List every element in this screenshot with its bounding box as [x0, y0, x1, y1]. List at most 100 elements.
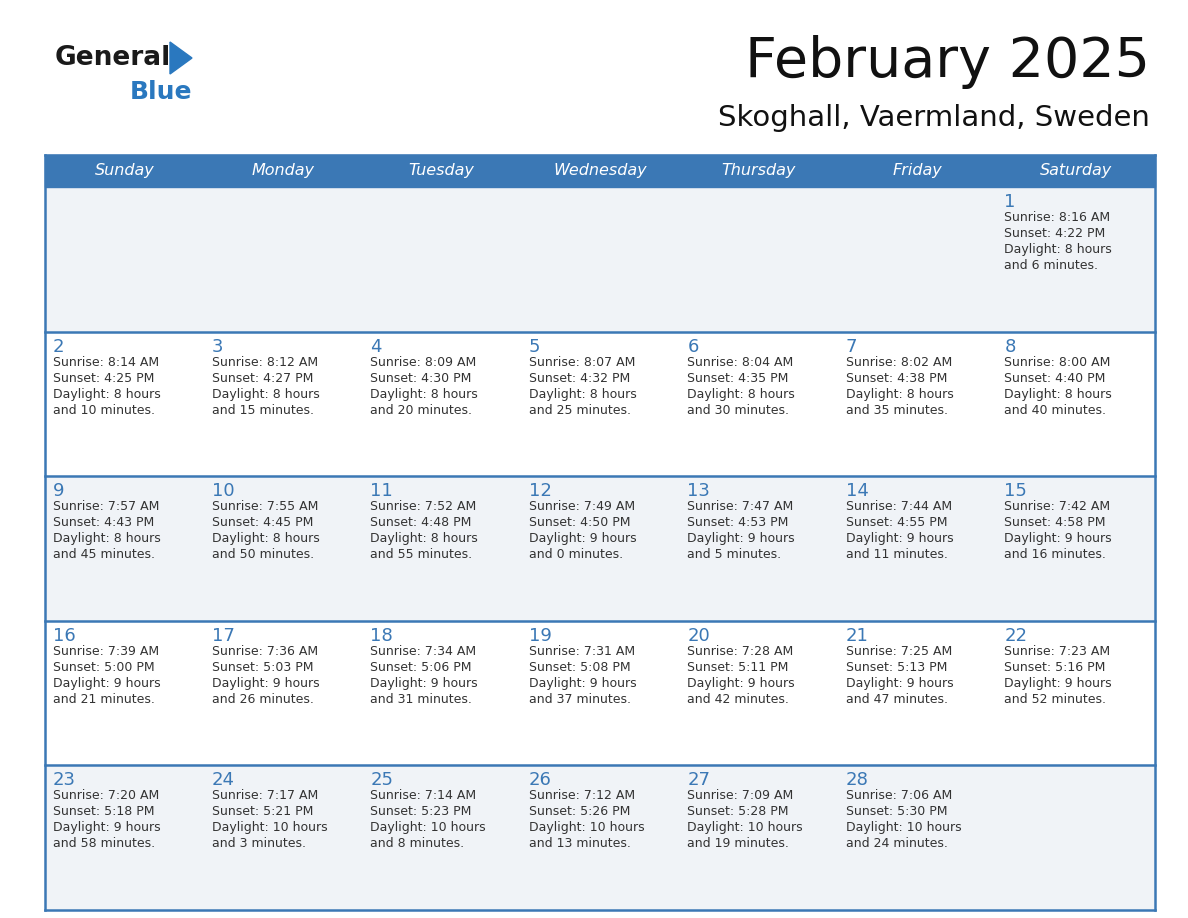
- Text: Daylight: 9 hours: Daylight: 9 hours: [1004, 677, 1112, 689]
- Text: Daylight: 9 hours: Daylight: 9 hours: [846, 677, 954, 689]
- Text: Sunrise: 7:31 AM: Sunrise: 7:31 AM: [529, 644, 634, 658]
- Text: Daylight: 8 hours: Daylight: 8 hours: [53, 387, 160, 400]
- Text: Daylight: 8 hours: Daylight: 8 hours: [1004, 243, 1112, 256]
- Text: Sunset: 5:06 PM: Sunset: 5:06 PM: [371, 661, 472, 674]
- Text: Sunset: 5:16 PM: Sunset: 5:16 PM: [1004, 661, 1106, 674]
- Text: Sunrise: 7:12 AM: Sunrise: 7:12 AM: [529, 789, 634, 802]
- Text: Sunset: 5:28 PM: Sunset: 5:28 PM: [688, 805, 789, 819]
- Text: General: General: [55, 45, 171, 71]
- Text: Friday: Friday: [892, 163, 942, 178]
- Text: Daylight: 9 hours: Daylight: 9 hours: [688, 532, 795, 545]
- Text: Sunset: 4:30 PM: Sunset: 4:30 PM: [371, 372, 472, 385]
- Text: 25: 25: [371, 771, 393, 789]
- Text: Sunrise: 7:17 AM: Sunrise: 7:17 AM: [211, 789, 318, 802]
- Text: Daylight: 9 hours: Daylight: 9 hours: [211, 677, 320, 689]
- Text: Daylight: 9 hours: Daylight: 9 hours: [529, 677, 637, 689]
- Text: 19: 19: [529, 627, 551, 644]
- Text: 5: 5: [529, 338, 541, 355]
- Text: and 20 minutes.: and 20 minutes.: [371, 404, 472, 417]
- Text: Skoghall, Vaermland, Sweden: Skoghall, Vaermland, Sweden: [718, 104, 1150, 132]
- Text: Daylight: 8 hours: Daylight: 8 hours: [371, 532, 478, 545]
- Text: 13: 13: [688, 482, 710, 500]
- Text: Sunset: 5:21 PM: Sunset: 5:21 PM: [211, 805, 312, 819]
- Text: Sunrise: 8:12 AM: Sunrise: 8:12 AM: [211, 355, 317, 369]
- Text: and 16 minutes.: and 16 minutes.: [1004, 548, 1106, 561]
- Text: Sunset: 4:32 PM: Sunset: 4:32 PM: [529, 372, 630, 385]
- Text: 28: 28: [846, 771, 868, 789]
- Text: Sunrise: 7:39 AM: Sunrise: 7:39 AM: [53, 644, 159, 658]
- Text: Sunset: 4:25 PM: Sunset: 4:25 PM: [53, 372, 154, 385]
- Text: and 5 minutes.: and 5 minutes.: [688, 548, 782, 561]
- Text: Sunset: 4:43 PM: Sunset: 4:43 PM: [53, 516, 154, 529]
- Bar: [45, 331, 1155, 476]
- Text: Tuesday: Tuesday: [409, 163, 474, 178]
- Text: and 52 minutes.: and 52 minutes.: [1004, 693, 1106, 706]
- Text: Sunset: 5:03 PM: Sunset: 5:03 PM: [211, 661, 314, 674]
- Text: and 15 minutes.: and 15 minutes.: [211, 404, 314, 417]
- Text: 14: 14: [846, 482, 868, 500]
- Text: Sunrise: 7:57 AM: Sunrise: 7:57 AM: [53, 500, 159, 513]
- Text: Sunset: 5:08 PM: Sunset: 5:08 PM: [529, 661, 631, 674]
- Text: Daylight: 9 hours: Daylight: 9 hours: [846, 532, 954, 545]
- Text: Sunset: 4:27 PM: Sunset: 4:27 PM: [211, 372, 312, 385]
- Text: Sunset: 5:00 PM: Sunset: 5:00 PM: [53, 661, 154, 674]
- Text: and 3 minutes.: and 3 minutes.: [211, 837, 305, 850]
- Bar: [45, 155, 1155, 187]
- Text: and 11 minutes.: and 11 minutes.: [846, 548, 948, 561]
- Text: Sunrise: 7:09 AM: Sunrise: 7:09 AM: [688, 789, 794, 802]
- Text: Daylight: 9 hours: Daylight: 9 hours: [529, 532, 637, 545]
- Text: 23: 23: [53, 771, 76, 789]
- Text: and 50 minutes.: and 50 minutes.: [211, 548, 314, 561]
- Text: Daylight: 8 hours: Daylight: 8 hours: [53, 532, 160, 545]
- Text: Sunrise: 7:49 AM: Sunrise: 7:49 AM: [529, 500, 634, 513]
- Text: Wednesday: Wednesday: [554, 163, 646, 178]
- Text: Sunrise: 8:16 AM: Sunrise: 8:16 AM: [1004, 211, 1111, 224]
- Text: and 30 minutes.: and 30 minutes.: [688, 404, 789, 417]
- Text: Sunrise: 7:55 AM: Sunrise: 7:55 AM: [211, 500, 318, 513]
- Text: Daylight: 9 hours: Daylight: 9 hours: [53, 677, 160, 689]
- Text: 6: 6: [688, 338, 699, 355]
- Text: and 21 minutes.: and 21 minutes.: [53, 693, 154, 706]
- Text: Daylight: 8 hours: Daylight: 8 hours: [529, 387, 637, 400]
- Text: Sunset: 4:38 PM: Sunset: 4:38 PM: [846, 372, 947, 385]
- Text: Sunrise: 7:34 AM: Sunrise: 7:34 AM: [371, 644, 476, 658]
- Text: and 45 minutes.: and 45 minutes.: [53, 548, 154, 561]
- Text: and 58 minutes.: and 58 minutes.: [53, 837, 156, 850]
- Text: and 25 minutes.: and 25 minutes.: [529, 404, 631, 417]
- Text: Sunrise: 7:25 AM: Sunrise: 7:25 AM: [846, 644, 952, 658]
- Text: and 26 minutes.: and 26 minutes.: [211, 693, 314, 706]
- Text: Daylight: 8 hours: Daylight: 8 hours: [371, 387, 478, 400]
- Text: Sunrise: 7:42 AM: Sunrise: 7:42 AM: [1004, 500, 1111, 513]
- Text: Daylight: 10 hours: Daylight: 10 hours: [211, 822, 327, 834]
- Text: Sunset: 4:48 PM: Sunset: 4:48 PM: [371, 516, 472, 529]
- Text: and 37 minutes.: and 37 minutes.: [529, 693, 631, 706]
- Text: Sunset: 4:53 PM: Sunset: 4:53 PM: [688, 516, 789, 529]
- Bar: [45, 621, 1155, 766]
- Text: Sunrise: 7:52 AM: Sunrise: 7:52 AM: [371, 500, 476, 513]
- Text: and 10 minutes.: and 10 minutes.: [53, 404, 154, 417]
- Text: Daylight: 9 hours: Daylight: 9 hours: [688, 677, 795, 689]
- Text: and 35 minutes.: and 35 minutes.: [846, 404, 948, 417]
- Text: Sunrise: 8:07 AM: Sunrise: 8:07 AM: [529, 355, 636, 369]
- Text: Daylight: 8 hours: Daylight: 8 hours: [846, 387, 954, 400]
- Text: and 0 minutes.: and 0 minutes.: [529, 548, 623, 561]
- Text: Sunset: 5:30 PM: Sunset: 5:30 PM: [846, 805, 947, 819]
- Text: and 42 minutes.: and 42 minutes.: [688, 693, 789, 706]
- Text: 17: 17: [211, 627, 234, 644]
- Text: 27: 27: [688, 771, 710, 789]
- Text: Sunset: 4:58 PM: Sunset: 4:58 PM: [1004, 516, 1106, 529]
- Text: 11: 11: [371, 482, 393, 500]
- Text: 15: 15: [1004, 482, 1028, 500]
- Text: and 40 minutes.: and 40 minutes.: [1004, 404, 1106, 417]
- Text: 10: 10: [211, 482, 234, 500]
- Text: Sunset: 5:26 PM: Sunset: 5:26 PM: [529, 805, 630, 819]
- Text: Daylight: 8 hours: Daylight: 8 hours: [211, 532, 320, 545]
- Text: 4: 4: [371, 338, 381, 355]
- Text: Sunrise: 7:23 AM: Sunrise: 7:23 AM: [1004, 644, 1111, 658]
- Text: Daylight: 10 hours: Daylight: 10 hours: [371, 822, 486, 834]
- Text: Sunrise: 7:47 AM: Sunrise: 7:47 AM: [688, 500, 794, 513]
- Text: Sunset: 4:50 PM: Sunset: 4:50 PM: [529, 516, 630, 529]
- Bar: [45, 476, 1155, 621]
- Text: February 2025: February 2025: [745, 35, 1150, 89]
- Bar: [45, 187, 1155, 331]
